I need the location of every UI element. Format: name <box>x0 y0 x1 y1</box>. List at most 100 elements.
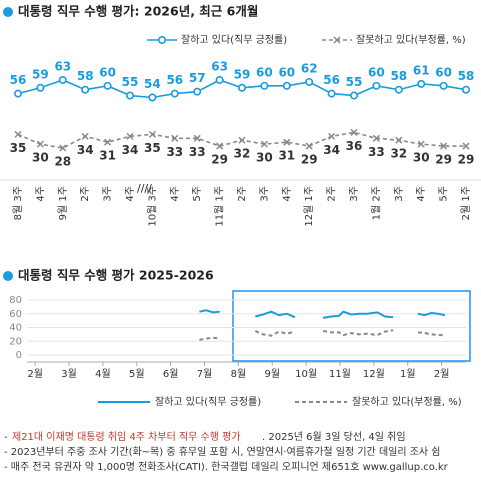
point <box>193 134 201 142</box>
x-tick-label: 12월 <box>363 368 385 380</box>
point <box>395 136 403 144</box>
x-tick-label: 3주 <box>103 186 114 202</box>
x-tick-label: 11월 <box>329 368 351 380</box>
legend-label: 잘못하고 있다(부정률, %) <box>352 395 462 408</box>
point <box>14 130 22 138</box>
data-label: 31 <box>99 149 116 163</box>
legend-marker <box>333 36 341 44</box>
data-label: 54 <box>144 77 161 91</box>
x-tick-label: 12월 1주 <box>303 186 315 227</box>
data-label: 29 <box>458 153 475 167</box>
line <box>255 310 296 319</box>
chart-title: 대통령 직무 수행 평가 2025-2026 <box>18 268 214 283</box>
point <box>394 85 403 94</box>
x-tick-label: 4월 <box>95 368 111 380</box>
data-label: 35 <box>10 141 27 155</box>
x-tick-label: 3주 <box>349 186 360 202</box>
x-tick-label: 2주 <box>327 186 338 202</box>
line <box>417 312 446 317</box>
point <box>193 87 202 96</box>
x-tick-label: 10월 3주 <box>146 186 158 227</box>
x-tick-label: 9월 <box>264 368 280 380</box>
x-tick-label: 4주 <box>416 186 427 202</box>
point <box>283 138 291 146</box>
line <box>322 329 394 337</box>
data-label: 61 <box>413 63 430 77</box>
bullet <box>3 271 13 281</box>
note: - 2023년부터 주중 조사 기간(화~목) 중 휴무일 포함 시, 연말연시… <box>4 446 441 458</box>
data-label: 35 <box>144 141 161 155</box>
point <box>439 81 448 90</box>
data-label: 60 <box>368 65 385 79</box>
y-tick-label: 20 <box>9 336 22 347</box>
x-tick-label: 2주 <box>237 186 248 202</box>
point <box>215 76 224 85</box>
point <box>216 142 224 150</box>
data-label: 33 <box>189 145 206 159</box>
data-label: 58 <box>77 69 94 83</box>
point <box>148 130 156 138</box>
bullet <box>3 7 13 17</box>
x-tick-label: 7월 <box>197 368 213 380</box>
data-label: 59 <box>32 67 49 81</box>
x-tick-label: 11월 1주 <box>214 186 226 227</box>
legend-label: 잘하고 있다(직무 긍정률) <box>181 33 287 46</box>
line <box>254 330 296 337</box>
point <box>104 138 112 146</box>
data-label: 63 <box>54 60 71 74</box>
data-label: 33 <box>166 145 183 159</box>
x-tick-label: 8월 3주 <box>12 186 24 220</box>
point <box>349 91 358 100</box>
x-tick-label: 1월 2주 <box>370 186 382 220</box>
data-label: 33 <box>368 145 385 159</box>
legend-label: 잘못하고 있다(부정률, %) <box>356 33 466 46</box>
data-label: 34 <box>323 143 340 157</box>
data-label: 59 <box>234 67 251 81</box>
point <box>81 132 89 140</box>
point <box>126 91 135 100</box>
point <box>327 89 336 98</box>
x-tick-label: 8월 <box>231 368 247 380</box>
x-tick-label: 1월 <box>400 368 416 380</box>
x-tick-label: 2월 <box>434 368 450 380</box>
point <box>81 85 90 94</box>
y-tick-label: 80 <box>9 295 22 306</box>
data-label: 60 <box>99 65 116 79</box>
point <box>440 142 448 150</box>
note: - 매주 전국 유권자 약 1,000명 전화조사(CATI). 한국갤럽 데일… <box>4 461 449 473</box>
data-label: 63 <box>211 60 228 74</box>
data-label: 30 <box>32 151 49 165</box>
point <box>305 142 313 150</box>
data-label: 60 <box>278 65 295 79</box>
x-tick-label: 3주 <box>394 186 405 202</box>
x-tick-label: 6월 <box>163 368 179 380</box>
data-label: 34 <box>77 143 94 157</box>
data-label: 56 <box>323 73 340 87</box>
data-label: 29 <box>435 153 452 167</box>
x-tick-label: 4주 <box>170 186 181 202</box>
point <box>58 76 67 85</box>
data-label: 60 <box>435 65 452 79</box>
x-tick-label: 2주 <box>80 186 91 202</box>
data-label: 57 <box>189 71 206 85</box>
data-label: 60 <box>256 65 273 79</box>
line <box>417 331 445 337</box>
data-label: 36 <box>346 139 363 153</box>
data-label: 34 <box>122 143 139 157</box>
data-label: 31 <box>278 149 295 163</box>
x-tick-label: 2월 1주 <box>460 186 472 220</box>
note: 제21대 이재명 대통령 취임 4주 차부터 직무 수행 평가 <box>12 430 241 443</box>
x-tick-label: 4주 <box>282 186 293 202</box>
data-label: 56 <box>166 73 183 87</box>
point <box>461 85 470 94</box>
line <box>322 310 394 319</box>
x-tick-label: 3주 <box>259 186 270 202</box>
legend-label: 잘하고 있다(직무 긍정률) <box>155 395 261 408</box>
x-tick-label: 5주 <box>439 186 450 202</box>
data-label: 29 <box>211 153 228 167</box>
point <box>260 81 269 90</box>
data-label: 55 <box>346 75 363 89</box>
line <box>199 309 220 314</box>
point <box>260 140 268 148</box>
